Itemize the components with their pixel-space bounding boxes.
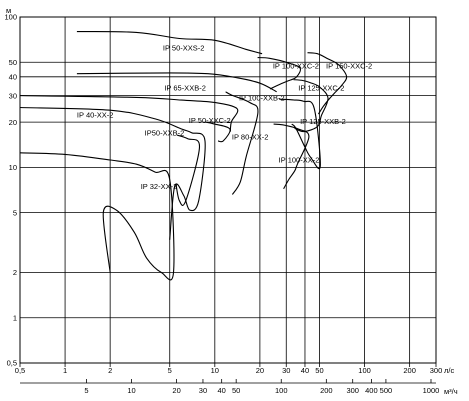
curve-ip-80-xx-2 — [225, 91, 259, 195]
y-tick-label: 2 — [13, 268, 17, 277]
x2-tick-label: 1000 — [423, 386, 440, 395]
series-label-ip-80-xx-2: IP 80-XX-2 — [232, 133, 269, 142]
y-axis-unit-label: м — [6, 6, 11, 15]
curves-layer — [19, 31, 348, 281]
x2-tick-label: 400 — [365, 386, 378, 395]
curve-ip-40-xx-2 — [19, 106, 206, 240]
curve-ip-100-xx-2 — [273, 123, 310, 190]
x-tick-label: 200 — [403, 366, 416, 375]
y-tick-label: 40 — [9, 73, 17, 82]
y-tick-label: 100 — [4, 13, 17, 22]
y-tick-label: 50 — [9, 58, 17, 67]
curve-ip-50-xxs-2 — [76, 31, 263, 55]
x2-tick-label: 100 — [275, 386, 288, 395]
x2-axis-unit-label: м³/ч — [444, 387, 458, 396]
x2-tick-label: 300 — [346, 386, 359, 395]
x-axis-unit-label: л/с — [444, 366, 454, 375]
x2-tick-label: 20 — [172, 386, 180, 395]
x-tick-label: 20 — [256, 366, 264, 375]
series-label-ip-40-xx-2: IP 40-XX-2 — [77, 110, 114, 119]
series-label-ip-150-xxc-2: IP 150-XXC-2 — [326, 61, 372, 70]
plot-frame — [19, 16, 437, 364]
curve-ip-100-xxb-2 — [76, 72, 277, 93]
curve-ip-65-xxb-2 — [19, 95, 239, 132]
y-tick-label: 10 — [9, 163, 17, 172]
x-tick-label: 30 — [282, 366, 290, 375]
y-tick-label: 0,5 — [7, 359, 17, 368]
x-tick-label: 1 — [63, 366, 67, 375]
x2-tick-label: 40 — [217, 386, 225, 395]
series-label-ip-100-xx-2: IP 100-XX-2 — [279, 155, 320, 164]
y-tick-label: 20 — [9, 118, 17, 127]
series-label-ip-100-xxc-2: IP 100-XXC-2 — [273, 61, 319, 70]
series-label-ip-32-xx-2: IP 32-XX-2 — [141, 182, 178, 191]
x-tick-label: 300 — [430, 366, 443, 375]
x2-tick-label: 5 — [84, 386, 88, 395]
series-label-ip-100-xxb-2: IP 100-XXB-2 — [239, 94, 285, 103]
series-label-ip-50-xxs-2: IP 50-XXS-2 — [163, 43, 205, 52]
x-tick-label: 40 — [301, 366, 309, 375]
x2-tick-label: 10 — [127, 386, 135, 395]
x-tick-label: 10 — [211, 366, 219, 375]
curve-ip-50-xxc-2 — [204, 121, 231, 143]
y-tick-label: 30 — [9, 91, 17, 100]
y-tick-label: 1 — [13, 313, 17, 322]
series-label-ip-125-xxb-2: IP 125-XXB-2 — [300, 117, 346, 126]
curve-ip50-xxb-2 — [175, 134, 201, 206]
series-label-ip-50-xxc-2: IP 50-XXC-2 — [189, 116, 231, 125]
x2-tick-label: 200 — [320, 386, 333, 395]
series-label-ip-65-xxb-2: IP 65-XXB-2 — [164, 83, 206, 92]
x-tick-label: 2 — [108, 366, 112, 375]
curve-ip-125-xxb-2 — [279, 98, 321, 170]
x-tick-label: 100 — [358, 366, 371, 375]
curve-ip-100-xxc-2 — [257, 57, 302, 90]
grid-layer — [19, 16, 437, 384]
x2-tick-label: 500 — [380, 386, 393, 395]
curve-ip-150-xxc-2 — [307, 52, 348, 115]
series-label-ip-125-xxc-2: IP 125-XXC-2 — [298, 83, 344, 92]
tick-labels-layer: 0,5 1 2 5 10 20 30 40 50 100 0,5 1 2 5 10 20 30 40 50 100 20… — [4, 13, 442, 395]
curve-ip-125-xxc-2 — [293, 79, 329, 133]
y-tick-label: 5 — [13, 208, 17, 217]
series-label-ip50-xxb-2: IP50-XXB-2 — [145, 128, 185, 137]
x2-tick-label: 50 — [232, 386, 240, 395]
x-tick-label: 0,5 — [15, 366, 25, 375]
x2-tick-label: 30 — [199, 386, 207, 395]
x-tick-label: 50 — [315, 366, 323, 375]
series-labels-layer: IP 32-XX-2 IP 40-XX-2 IP50-XXB-2 IP 50-XXC-… — [77, 43, 372, 190]
curve-ip-32-xx-2 — [19, 152, 175, 281]
x-tick-label: 5 — [168, 366, 172, 375]
